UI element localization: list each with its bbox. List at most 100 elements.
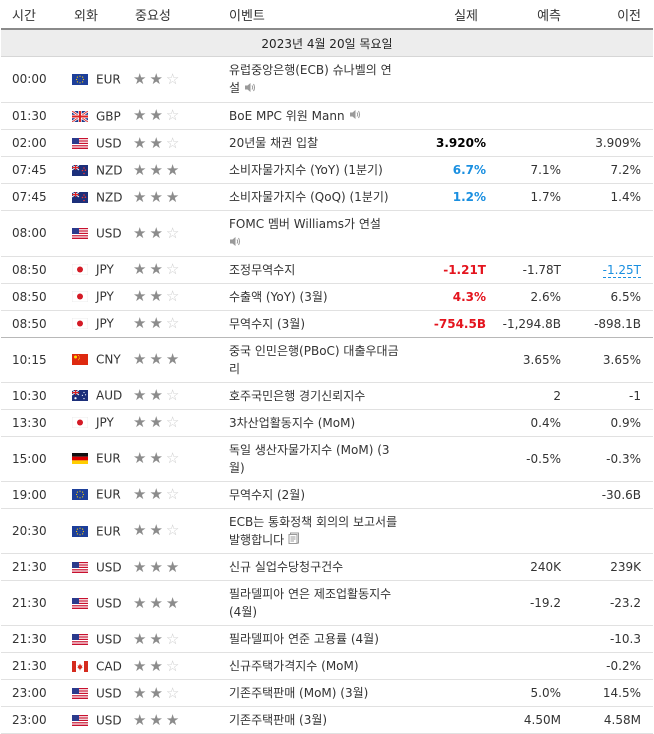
- table-header-row: 시간 외화 중요성 이벤트 실제 예측 이전: [1, 0, 653, 30]
- event-name[interactable]: 호주국민은행 경기신뢰지수: [229, 388, 366, 403]
- event-row[interactable]: 08:00 USD ★ ★ ☆ FOMC 멤버 Williams가 연설: [1, 210, 653, 257]
- star-empty-icon: ☆: [165, 521, 180, 540]
- event-row[interactable]: 23:00 USD ★ ★ ★ 기존주택판매 (3월) 4.50M 4.58M: [1, 706, 653, 734]
- star-filled-icon: ★: [149, 485, 163, 503]
- event-name[interactable]: 유럽중앙은행(ECB) 슈나벨의 연설: [229, 63, 392, 95]
- star-filled-icon: ★: [149, 656, 163, 675]
- document-icon[interactable]: [288, 531, 300, 549]
- star-filled-icon: ★: [149, 187, 163, 206]
- header-importance: 중요성: [133, 0, 227, 30]
- event-time: 07:45: [1, 156, 66, 184]
- event-time: 21:30: [1, 625, 66, 653]
- event-name[interactable]: 조정무역수지: [229, 262, 296, 277]
- star-empty-icon: ☆: [165, 106, 180, 125]
- event-time: 10:15: [1, 337, 66, 383]
- star-empty-icon: ☆: [165, 413, 180, 431]
- event-row[interactable]: 21:30 USD ★ ★ ★ 신규 실업수당청구건수 240K 239K: [1, 553, 653, 581]
- forecast-value: [490, 210, 573, 257]
- star-filled-icon: ★: [165, 187, 180, 206]
- previous-value: 6.5%: [610, 289, 642, 304]
- previous-value: 3.909%: [595, 136, 641, 150]
- event-row[interactable]: 00:00 EUR ★ ★ ☆ 유럽중앙은행(ECB) 슈나벨의 연설: [1, 56, 653, 103]
- currency-code: JPY: [96, 289, 114, 304]
- star-filled-icon: ★: [149, 133, 163, 152]
- event-time: 13:30: [1, 409, 66, 437]
- event-row[interactable]: 20:30 EUR ★ ★ ☆ ECB는 통화정책 회의의 보고서를 발행합니다: [1, 508, 653, 554]
- event-name[interactable]: FOMC 멤버 Williams가 연설: [229, 217, 381, 231]
- us-flag-icon: [72, 714, 88, 726]
- event-time: 00:00: [1, 56, 66, 103]
- event-name[interactable]: 무역수지 (2월): [229, 487, 306, 502]
- event-row[interactable]: 21:30 USD ★ ★ ☆ 필라델피아 연준 고용률 (4월) -10.3: [1, 625, 653, 653]
- importance-rating: ★ ★ ★: [133, 183, 227, 211]
- currency-code: EUR: [96, 487, 121, 502]
- currency-code: GBP: [96, 109, 121, 123]
- event-name[interactable]: 독일 생산자물가지수 (MoM) (3월): [229, 442, 390, 475]
- forecast-value: 240K: [490, 553, 573, 581]
- importance-rating: ★ ★ ☆: [133, 256, 227, 284]
- event-row[interactable]: 08:50 JPY ★ ★ ☆ 무역수지 (3월) -754.5B -1,294.8B -898…: [1, 310, 653, 338]
- currency-code: NZD: [96, 163, 123, 178]
- event-name[interactable]: 무역수지 (3월): [229, 316, 306, 331]
- header-previous: 이전: [573, 0, 653, 30]
- event-row[interactable]: 21:30 USD ★ ★ ★ 필라델피아 연은 제조업활동지수 (4월) -19.2 -23…: [1, 580, 653, 626]
- currency-code: USD: [96, 713, 122, 728]
- event-name[interactable]: 수출액 (YoY) (3월): [229, 289, 328, 304]
- event-row[interactable]: 13:30 JPY ★ ★ ☆ 3차산업활동지수 (MoM) 0.4% 0.9%: [1, 409, 653, 437]
- event-name[interactable]: 신규 실업수당청구건수: [229, 560, 344, 574]
- speaker-icon[interactable]: [349, 107, 361, 125]
- currency-code: USD: [96, 226, 122, 241]
- star-filled-icon: ★: [149, 557, 163, 576]
- event-name[interactable]: 중국 인민은행(PBoC) 대출우대금리: [229, 343, 399, 376]
- speaker-icon[interactable]: [229, 234, 241, 252]
- us-flag-icon: [72, 597, 88, 609]
- previous-value: -0.2%: [606, 659, 641, 673]
- star-filled-icon: ★: [149, 629, 163, 648]
- event-name[interactable]: 20년물 채권 입찰: [229, 136, 319, 150]
- event-row[interactable]: 07:45 NZD ★ ★ ★ 소비자물가지수 (QoQ) (1분기) 1.2% 1.7% 1.…: [1, 183, 653, 211]
- event-name[interactable]: ECB는 통화정책 회의의 보고서를 발행합니다: [229, 514, 398, 547]
- jp-flag-icon: [72, 417, 88, 429]
- event-row[interactable]: 15:00 EUR ★ ★ ☆ 독일 생산자물가지수 (MoM) (3월) -0.5% -0.…: [1, 436, 653, 482]
- forecast-value: 0.4%: [490, 409, 573, 437]
- event-row[interactable]: 08:50 JPY ★ ★ ☆ 조정무역수지 -1.21T -1.78T -1.25T: [1, 256, 653, 284]
- actual-value: -1.21T: [443, 262, 486, 277]
- au-flag-icon: [72, 390, 88, 402]
- forecast-value: 7.1%: [490, 156, 573, 184]
- event-name[interactable]: BoE MPC 위원 Mann: [229, 108, 345, 123]
- speaker-icon[interactable]: [244, 80, 256, 98]
- event-row[interactable]: 10:15 CNY ★ ★ ★ 중국 인민은행(PBoC) 대출우대금리 3.65% 3.65…: [1, 337, 653, 383]
- event-row[interactable]: 23:00 USD ★ ★ ☆ 기존주택판매 (MoM) (3월) 5.0% 14.5%: [1, 679, 653, 707]
- forecast-value: [490, 481, 573, 509]
- event-row[interactable]: 10:30 AUD ★ ★ ☆ 호주국민은행 경기신뢰지수 2 -1: [1, 382, 653, 410]
- importance-rating: ★ ★ ☆: [133, 102, 227, 130]
- forecast-value: -0.5%: [490, 436, 573, 482]
- star-filled-icon: ★: [149, 350, 163, 368]
- event-name[interactable]: 기존주택판매 (3월): [229, 713, 328, 727]
- event-row[interactable]: 19:00 EUR ★ ★ ☆ 무역수지 (2월) -30.6B: [1, 481, 653, 509]
- event-name[interactable]: 신규주택가격지수 (MoM): [229, 659, 359, 673]
- star-filled-icon: ★: [133, 287, 147, 305]
- event-row[interactable]: 02:00 USD ★ ★ ☆ 20년물 채권 입찰 3.920% 3.909%: [1, 129, 653, 157]
- star-filled-icon: ★: [133, 485, 147, 503]
- currency-code: USD: [96, 686, 122, 701]
- event-name[interactable]: 기존주택판매 (MoM) (3월): [229, 686, 369, 700]
- currency-code: NZD: [96, 190, 123, 205]
- star-filled-icon: ★: [133, 521, 147, 540]
- event-name[interactable]: 소비자물가지수 (QoQ) (1분기): [229, 190, 389, 204]
- event-name[interactable]: 필라델피아 연준 고용률 (4월): [229, 632, 379, 646]
- event-name[interactable]: 소비자물가지수 (YoY) (1분기): [229, 163, 383, 177]
- currency-code: JPY: [96, 415, 114, 430]
- event-row[interactable]: 01:30 GBP ★ ★ ☆ BoE MPC 위원 Mann: [1, 102, 653, 130]
- importance-rating: ★ ★ ☆: [133, 409, 227, 437]
- event-time: 02:00: [1, 129, 66, 157]
- star-filled-icon: ★: [149, 106, 163, 125]
- event-row[interactable]: 21:30 CAD ★ ★ ☆ 신규주택가격지수 (MoM) -0.2%: [1, 652, 653, 680]
- event-name[interactable]: 필라델피아 연은 제조업활동지수 (4월): [229, 587, 392, 619]
- event-time: 21:30: [1, 652, 66, 680]
- event-row[interactable]: 08:50 JPY ★ ★ ☆ 수출액 (YoY) (3월) 4.3% 2.6% 6.5%: [1, 283, 653, 311]
- currency-code: USD: [96, 596, 122, 611]
- star-filled-icon: ★: [165, 557, 180, 576]
- event-name[interactable]: 3차산업활동지수 (MoM): [229, 415, 356, 430]
- event-row[interactable]: 07:45 NZD ★ ★ ★ 소비자물가지수 (YoY) (1분기) 6.7% 7.1% 7.…: [1, 156, 653, 184]
